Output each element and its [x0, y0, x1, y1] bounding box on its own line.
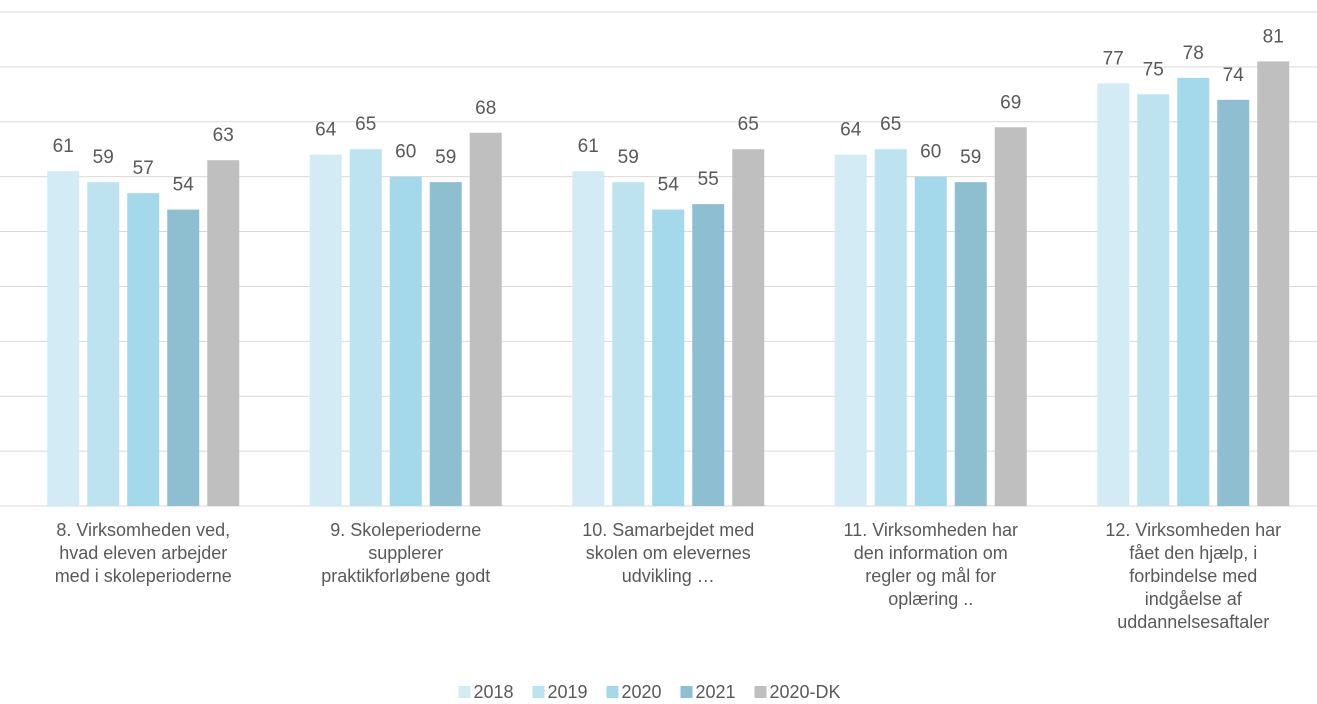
legend-swatch — [532, 686, 545, 698]
value-label: 57 — [133, 158, 154, 179]
bar — [572, 171, 605, 506]
bar — [994, 127, 1027, 507]
x-tick-label: 11. Virksomheden har den information om re… — [844, 520, 1018, 609]
bar — [47, 171, 80, 506]
value-label: 78 — [1183, 43, 1204, 64]
value-label: 68 — [475, 98, 496, 119]
bar — [127, 193, 160, 506]
legend-swatch — [458, 686, 471, 698]
bar — [309, 154, 342, 506]
legend-label: 2018 — [474, 682, 514, 702]
bar — [732, 149, 765, 506]
value-label: 75 — [1143, 59, 1164, 80]
bar — [207, 160, 240, 506]
legend-swatch — [680, 686, 693, 698]
bar — [692, 204, 725, 506]
bar — [167, 209, 200, 506]
bar — [834, 154, 867, 506]
bar — [914, 176, 947, 506]
value-label: 54 — [658, 175, 680, 196]
value-label: 59 — [93, 147, 114, 168]
legend-label: 2019 — [548, 682, 588, 702]
value-label: 59 — [618, 147, 639, 168]
legend-swatch — [754, 686, 767, 698]
value-label: 60 — [395, 142, 416, 163]
value-label: 59 — [960, 147, 981, 168]
bar — [1137, 94, 1170, 506]
legend-swatch — [606, 686, 619, 698]
value-label: 69 — [1000, 92, 1021, 113]
value-label: 54 — [173, 175, 195, 196]
value-label: 64 — [840, 120, 862, 141]
value-label: 55 — [698, 169, 719, 190]
legend-label: 2020-DK — [770, 682, 841, 702]
value-label: 65 — [355, 114, 376, 135]
legend-label: 2020 — [622, 682, 662, 702]
bar — [1217, 99, 1250, 507]
bar — [1257, 61, 1290, 507]
bar — [87, 182, 120, 506]
value-label: 74 — [1223, 65, 1245, 86]
value-label: 61 — [578, 136, 599, 157]
bar — [1177, 77, 1210, 506]
value-label: 64 — [315, 120, 337, 141]
bar — [469, 132, 502, 506]
x-tick-label: 10. Samarbejdet med skolen om elevernes ud… — [582, 520, 754, 586]
bar — [652, 209, 685, 506]
value-label: 77 — [1103, 48, 1124, 69]
bar — [1097, 83, 1130, 506]
bar — [429, 182, 462, 506]
x-tick-label: 9. Skoleperioderne supplerer praktikforløb… — [321, 520, 490, 586]
x-tick-label: 8. Virksomheden ved, hvad eleven arbejder… — [55, 520, 232, 586]
value-label: 61 — [53, 136, 74, 157]
x-tick-label: 12. Virksomheden har fået den hjælp, i for… — [1105, 520, 1281, 632]
value-label: 65 — [880, 114, 901, 135]
bar — [349, 149, 382, 506]
value-label: 63 — [213, 125, 234, 146]
bar — [612, 182, 645, 506]
bar — [389, 176, 422, 506]
value-label: 59 — [435, 147, 456, 168]
value-label: 60 — [920, 142, 941, 163]
value-label: 65 — [738, 114, 759, 135]
bar — [874, 149, 907, 506]
value-label: 81 — [1263, 26, 1284, 47]
legend-label: 2021 — [696, 682, 736, 702]
bar — [954, 182, 987, 506]
